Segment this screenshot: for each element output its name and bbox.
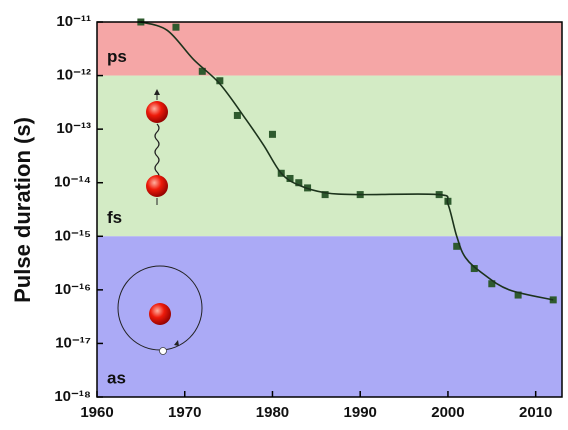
x-tick-label: 1990 [344,404,377,421]
x-tick-label: 2010 [519,404,552,421]
x-tick-label: 1980 [256,404,289,421]
band-label: fs [107,208,122,227]
y-tick-label: 10⁻¹¹ [56,13,91,30]
y-tick-label: 10⁻¹⁵ [54,227,91,244]
chart: ps fs as Pulse duration (s) 10⁻¹⁸ 10⁻¹⁷ 10⁻¹… [0,0,568,430]
band [97,76,562,237]
y-tick-label: 10⁻¹³ [56,120,91,137]
x-tick-label: 1970 [168,404,201,421]
y-axis-title: Pulse duration (s) [10,117,35,303]
point [172,24,179,31]
y-tick-label: 10⁻¹⁶ [54,281,91,298]
atom [146,101,168,123]
electron [160,348,167,355]
x-tick-label: 2000 [431,404,464,421]
y-tick-label: 10⁻¹⁴ [54,174,91,191]
x-tick-label: 1960 [80,404,113,421]
y-tick-label: 10⁻¹⁷ [55,334,91,351]
point [269,131,276,138]
point [234,112,241,119]
band-label: ps [107,47,127,66]
y-tick-label: 10⁻¹² [56,67,91,84]
atom [146,175,168,197]
band-label: as [107,368,126,387]
nucleus [149,303,171,325]
y-tick-label: 10⁻¹⁸ [54,388,91,405]
